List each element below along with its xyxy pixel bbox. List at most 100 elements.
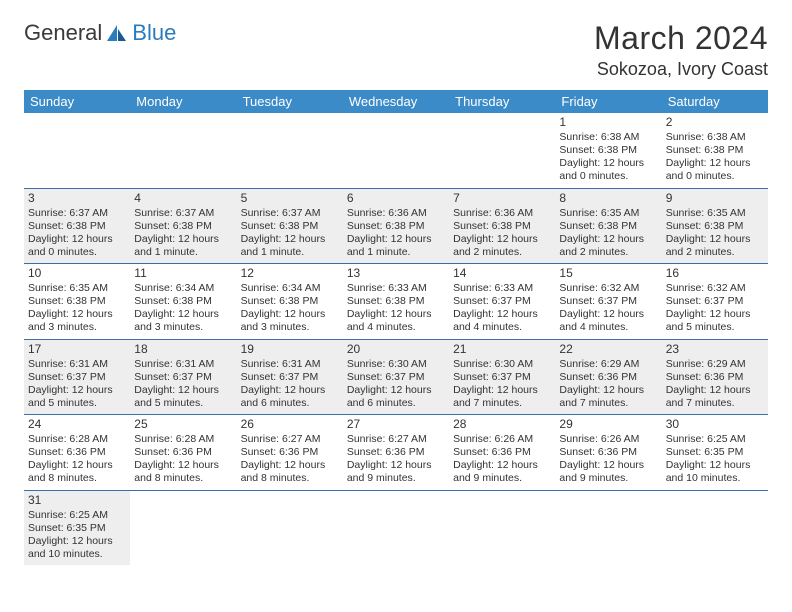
sunrise-text: Sunrise: 6:37 AM bbox=[134, 207, 232, 220]
calendar-week-row: 10Sunrise: 6:35 AMSunset: 6:38 PMDayligh… bbox=[24, 264, 768, 340]
calendar-week-row: 24Sunrise: 6:28 AMSunset: 6:36 PMDayligh… bbox=[24, 415, 768, 491]
calendar-empty-cell bbox=[555, 490, 661, 565]
month-title: March 2024 bbox=[594, 20, 768, 57]
sunrise-text: Sunrise: 6:38 AM bbox=[559, 131, 657, 144]
calendar-empty-cell bbox=[343, 490, 449, 565]
sunrise-text: Sunrise: 6:27 AM bbox=[347, 433, 445, 446]
calendar-day-cell: 13Sunrise: 6:33 AMSunset: 6:38 PMDayligh… bbox=[343, 264, 449, 340]
calendar-day-cell: 31Sunrise: 6:25 AMSunset: 6:35 PMDayligh… bbox=[24, 490, 130, 565]
logo-text-general: General bbox=[24, 20, 102, 46]
day-number: 25 bbox=[134, 417, 232, 432]
location: Sokozoa, Ivory Coast bbox=[594, 59, 768, 80]
sunrise-text: Sunrise: 6:35 AM bbox=[666, 207, 764, 220]
calendar-day-cell: 23Sunrise: 6:29 AMSunset: 6:36 PMDayligh… bbox=[662, 339, 768, 415]
sunset-text: Sunset: 6:38 PM bbox=[666, 144, 764, 157]
day-number: 14 bbox=[453, 266, 551, 281]
sunrise-text: Sunrise: 6:33 AM bbox=[347, 282, 445, 295]
day-number: 3 bbox=[28, 191, 126, 206]
day-number: 21 bbox=[453, 342, 551, 357]
sunrise-text: Sunrise: 6:29 AM bbox=[559, 358, 657, 371]
sunrise-text: Sunrise: 6:25 AM bbox=[28, 509, 126, 522]
sunrise-text: Sunrise: 6:34 AM bbox=[241, 282, 339, 295]
day-number: 6 bbox=[347, 191, 445, 206]
day-header-row: SundayMondayTuesdayWednesdayThursdayFrid… bbox=[24, 90, 768, 113]
day-number: 2 bbox=[666, 115, 764, 130]
calendar-day-cell: 12Sunrise: 6:34 AMSunset: 6:38 PMDayligh… bbox=[237, 264, 343, 340]
sunrise-text: Sunrise: 6:30 AM bbox=[347, 358, 445, 371]
calendar-day-cell: 10Sunrise: 6:35 AMSunset: 6:38 PMDayligh… bbox=[24, 264, 130, 340]
sunset-text: Sunset: 6:37 PM bbox=[134, 371, 232, 384]
calendar-day-cell: 6Sunrise: 6:36 AMSunset: 6:38 PMDaylight… bbox=[343, 188, 449, 264]
sunset-text: Sunset: 6:36 PM bbox=[559, 446, 657, 459]
day-header: Saturday bbox=[662, 90, 768, 113]
daylight-text: Daylight: 12 hours and 4 minutes. bbox=[453, 308, 551, 334]
calendar-week-row: 3Sunrise: 6:37 AMSunset: 6:38 PMDaylight… bbox=[24, 188, 768, 264]
daylight-text: Daylight: 12 hours and 9 minutes. bbox=[559, 459, 657, 485]
sunset-text: Sunset: 6:38 PM bbox=[666, 220, 764, 233]
sunset-text: Sunset: 6:38 PM bbox=[241, 220, 339, 233]
calendar-week-row: 1Sunrise: 6:38 AMSunset: 6:38 PMDaylight… bbox=[24, 113, 768, 188]
sunset-text: Sunset: 6:38 PM bbox=[347, 220, 445, 233]
calendar-day-cell: 17Sunrise: 6:31 AMSunset: 6:37 PMDayligh… bbox=[24, 339, 130, 415]
sunrise-text: Sunrise: 6:32 AM bbox=[559, 282, 657, 295]
sunrise-text: Sunrise: 6:33 AM bbox=[453, 282, 551, 295]
calendar-day-cell: 2Sunrise: 6:38 AMSunset: 6:38 PMDaylight… bbox=[662, 113, 768, 188]
daylight-text: Daylight: 12 hours and 8 minutes. bbox=[134, 459, 232, 485]
sunrise-text: Sunrise: 6:26 AM bbox=[559, 433, 657, 446]
calendar-empty-cell bbox=[24, 113, 130, 188]
daylight-text: Daylight: 12 hours and 5 minutes. bbox=[28, 384, 126, 410]
sunset-text: Sunset: 6:35 PM bbox=[28, 522, 126, 535]
sunrise-text: Sunrise: 6:31 AM bbox=[134, 358, 232, 371]
sunset-text: Sunset: 6:38 PM bbox=[241, 295, 339, 308]
calendar-day-cell: 7Sunrise: 6:36 AMSunset: 6:38 PMDaylight… bbox=[449, 188, 555, 264]
day-number: 18 bbox=[134, 342, 232, 357]
logo-sail-icon bbox=[106, 23, 128, 43]
daylight-text: Daylight: 12 hours and 2 minutes. bbox=[559, 233, 657, 259]
sunset-text: Sunset: 6:38 PM bbox=[453, 220, 551, 233]
daylight-text: Daylight: 12 hours and 4 minutes. bbox=[347, 308, 445, 334]
daylight-text: Daylight: 12 hours and 10 minutes. bbox=[666, 459, 764, 485]
daylight-text: Daylight: 12 hours and 1 minute. bbox=[241, 233, 339, 259]
calendar-empty-cell bbox=[343, 113, 449, 188]
sunset-text: Sunset: 6:36 PM bbox=[347, 446, 445, 459]
calendar-day-cell: 28Sunrise: 6:26 AMSunset: 6:36 PMDayligh… bbox=[449, 415, 555, 491]
day-number: 19 bbox=[241, 342, 339, 357]
sunrise-text: Sunrise: 6:27 AM bbox=[241, 433, 339, 446]
calendar-empty-cell bbox=[449, 490, 555, 565]
daylight-text: Daylight: 12 hours and 9 minutes. bbox=[347, 459, 445, 485]
sunrise-text: Sunrise: 6:35 AM bbox=[28, 282, 126, 295]
calendar-day-cell: 30Sunrise: 6:25 AMSunset: 6:35 PMDayligh… bbox=[662, 415, 768, 491]
sunset-text: Sunset: 6:37 PM bbox=[453, 371, 551, 384]
sunrise-text: Sunrise: 6:29 AM bbox=[666, 358, 764, 371]
sunset-text: Sunset: 6:36 PM bbox=[241, 446, 339, 459]
sunset-text: Sunset: 6:38 PM bbox=[28, 295, 126, 308]
day-number: 28 bbox=[453, 417, 551, 432]
day-number: 9 bbox=[666, 191, 764, 206]
daylight-text: Daylight: 12 hours and 8 minutes. bbox=[28, 459, 126, 485]
sunrise-text: Sunrise: 6:26 AM bbox=[453, 433, 551, 446]
daylight-text: Daylight: 12 hours and 4 minutes. bbox=[559, 308, 657, 334]
calendar-day-cell: 18Sunrise: 6:31 AMSunset: 6:37 PMDayligh… bbox=[130, 339, 236, 415]
daylight-text: Daylight: 12 hours and 1 minute. bbox=[347, 233, 445, 259]
sunrise-text: Sunrise: 6:36 AM bbox=[347, 207, 445, 220]
calendar-day-cell: 8Sunrise: 6:35 AMSunset: 6:38 PMDaylight… bbox=[555, 188, 661, 264]
daylight-text: Daylight: 12 hours and 10 minutes. bbox=[28, 535, 126, 561]
day-number: 7 bbox=[453, 191, 551, 206]
sunset-text: Sunset: 6:38 PM bbox=[559, 144, 657, 157]
day-number: 10 bbox=[28, 266, 126, 281]
daylight-text: Daylight: 12 hours and 7 minutes. bbox=[453, 384, 551, 410]
calendar-empty-cell bbox=[662, 490, 768, 565]
daylight-text: Daylight: 12 hours and 6 minutes. bbox=[347, 384, 445, 410]
calendar-day-cell: 14Sunrise: 6:33 AMSunset: 6:37 PMDayligh… bbox=[449, 264, 555, 340]
sunset-text: Sunset: 6:37 PM bbox=[453, 295, 551, 308]
sunrise-text: Sunrise: 6:36 AM bbox=[453, 207, 551, 220]
day-header: Friday bbox=[555, 90, 661, 113]
day-number: 11 bbox=[134, 266, 232, 281]
day-number: 13 bbox=[347, 266, 445, 281]
calendar-day-cell: 15Sunrise: 6:32 AMSunset: 6:37 PMDayligh… bbox=[555, 264, 661, 340]
day-number: 17 bbox=[28, 342, 126, 357]
title-block: March 2024 Sokozoa, Ivory Coast bbox=[594, 20, 768, 80]
daylight-text: Daylight: 12 hours and 7 minutes. bbox=[559, 384, 657, 410]
calendar-day-cell: 3Sunrise: 6:37 AMSunset: 6:38 PMDaylight… bbox=[24, 188, 130, 264]
sunset-text: Sunset: 6:38 PM bbox=[347, 295, 445, 308]
